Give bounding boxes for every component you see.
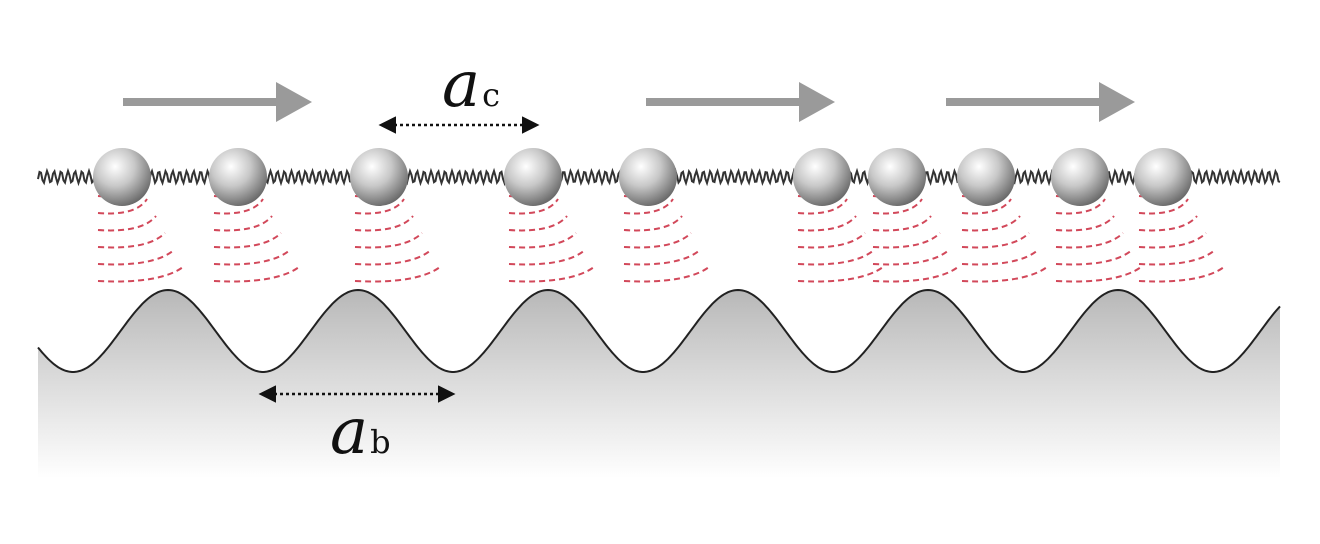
trail-arc	[354, 198, 405, 215]
trail-arc	[1055, 266, 1142, 283]
trail-arc	[872, 266, 959, 283]
bead	[957, 148, 1015, 206]
chain-spacing-label: ac	[442, 48, 500, 122]
beads	[93, 148, 1192, 206]
bead	[868, 148, 926, 206]
substrate-period-symbol: a	[330, 395, 368, 469]
trail-arc	[623, 198, 674, 215]
trail-arc	[508, 266, 595, 283]
trail-arc	[872, 215, 932, 232]
bead	[793, 148, 851, 206]
bead	[504, 148, 562, 206]
trail-arc	[354, 249, 432, 266]
trail-arc	[623, 249, 701, 266]
trail-arc	[97, 198, 148, 215]
substrate-period-dimension: ab	[258, 385, 456, 469]
trail-arc	[623, 266, 710, 283]
substrate-potential-curve	[37, 288, 1281, 373]
trail-arc	[961, 232, 1030, 249]
bead	[619, 148, 677, 206]
trail-arc	[797, 198, 848, 215]
trail-arc	[508, 215, 568, 232]
trail-arc	[213, 198, 264, 215]
right-arrow-icon	[123, 82, 312, 122]
trail-arc	[961, 198, 1012, 215]
trail-arc	[213, 249, 291, 266]
chain-spacing-symbol: a	[442, 48, 480, 122]
right-arrow-icon	[946, 82, 1135, 122]
right-arrow-icon	[646, 82, 835, 122]
motion-arrows	[123, 82, 1135, 122]
trail-arc	[872, 249, 950, 266]
trail-arc	[354, 266, 441, 283]
trail-arc	[213, 215, 273, 232]
chain-spacing-dimension: ac	[378, 48, 540, 134]
trail-arc	[872, 198, 923, 215]
bead	[93, 148, 151, 206]
trail-arc	[961, 215, 1021, 232]
trail-arc	[797, 215, 857, 232]
trail-arc	[1138, 198, 1189, 215]
substrate-fill	[38, 290, 1280, 478]
bead	[350, 148, 408, 206]
trail-arc	[97, 266, 184, 283]
trail-arc	[1055, 198, 1106, 215]
trail-arc	[354, 215, 414, 232]
trail-arc	[623, 232, 692, 249]
trail-arc	[1138, 249, 1216, 266]
trail-arc	[1138, 232, 1207, 249]
trail-arc	[213, 266, 300, 283]
substrate	[37, 288, 1281, 478]
trail-arc	[872, 232, 941, 249]
bead	[1134, 148, 1192, 206]
trail-arc	[97, 215, 157, 232]
bead	[209, 148, 267, 206]
bead	[1051, 148, 1109, 206]
trail-arc	[1138, 266, 1225, 283]
trail-arc	[508, 232, 577, 249]
trail-arc	[797, 232, 866, 249]
chain-spacing-subscript: c	[482, 76, 500, 114]
trail-arc	[961, 249, 1039, 266]
trail-arc	[797, 266, 884, 283]
substrate-period-subscript: b	[370, 423, 390, 461]
trail-arc	[508, 198, 559, 215]
trail-arc	[354, 232, 423, 249]
trail-arc	[623, 215, 683, 232]
trail-arc	[508, 249, 586, 266]
trail-arc	[1055, 215, 1115, 232]
trail-arc	[961, 266, 1048, 283]
trail-arc	[97, 232, 166, 249]
trail-arc	[797, 249, 875, 266]
trail-arc	[1138, 215, 1198, 232]
trail-arc	[97, 249, 175, 266]
trail-arc	[213, 232, 282, 249]
substrate-period-label: ab	[330, 395, 391, 469]
trail-arc	[1055, 232, 1124, 249]
trail-arc	[1055, 249, 1133, 266]
